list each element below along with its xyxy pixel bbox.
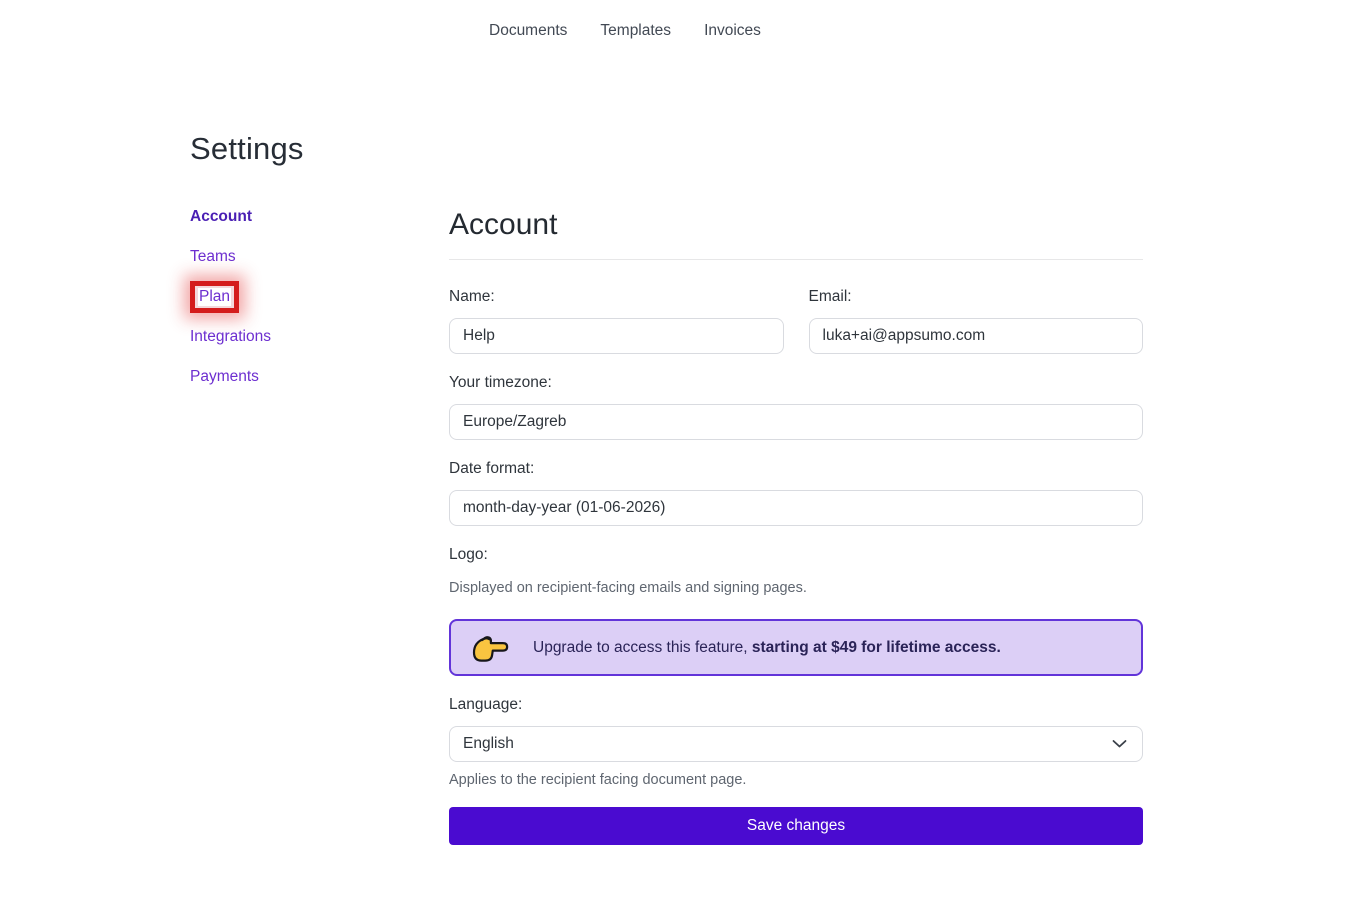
settings-sidebar: Account Teams Plan Integrations Payments [190,197,370,397]
upgrade-banner[interactable]: Upgrade to access this feature, starting… [449,619,1143,676]
sidebar-item-plan[interactable]: Plan [190,277,370,317]
date-format-input[interactable] [449,490,1143,526]
sidebar-item-teams[interactable]: Teams [190,237,370,277]
sidebar-item-label: Plan [198,288,232,306]
save-changes-button[interactable]: Save changes [449,807,1143,845]
email-input[interactable] [808,318,1143,354]
logo-label: Logo: [449,546,488,563]
timezone-label: Your timezone: [449,374,552,391]
nav-item-invoices[interactable]: Invoices [704,22,761,39]
sidebar-item-label: Payments [190,368,259,385]
upgrade-text-bold: starting at $49 for lifetime access. [751,638,1001,656]
sidebar-item-payments[interactable]: Payments [190,357,370,397]
timezone-input[interactable] [449,404,1143,440]
name-input[interactable] [449,318,784,354]
sidebar-item-integrations[interactable]: Integrations [190,317,370,357]
pointing-right-hand-icon [469,631,509,664]
name-label: Name: [449,288,495,305]
nav-item-documents[interactable]: Documents [489,22,568,39]
upgrade-banner-text: Upgrade to access this feature, starting… [533,638,1001,658]
language-label: Language: [449,696,523,713]
language-selected-value: English [463,735,514,752]
top-nav: Documents Templates Invoices [489,22,761,40]
upgrade-text-regular: Upgrade to access this feature, [533,638,752,656]
sidebar-item-account[interactable]: Account [190,197,370,237]
sidebar-item-label: Account [190,208,252,225]
date-format-label: Date format: [449,460,535,477]
language-select[interactable]: English [449,726,1143,762]
annotation-highlight-box: Plan [190,281,240,313]
email-label: Email: [808,288,852,305]
language-note: Applies to the recipient facing document… [449,772,747,788]
nav-item-templates[interactable]: Templates [600,22,672,39]
page-title: Settings [190,130,304,166]
chevron-down-icon [1112,740,1127,749]
sidebar-item-label: Integrations [190,328,271,345]
logo-description: Displayed on recipient-facing emails and… [449,580,807,596]
account-settings-panel: Account Name: Email: Your timezone: Date… [449,205,1143,845]
section-heading: Account [449,205,1143,260]
sidebar-item-label: Teams [190,248,236,265]
